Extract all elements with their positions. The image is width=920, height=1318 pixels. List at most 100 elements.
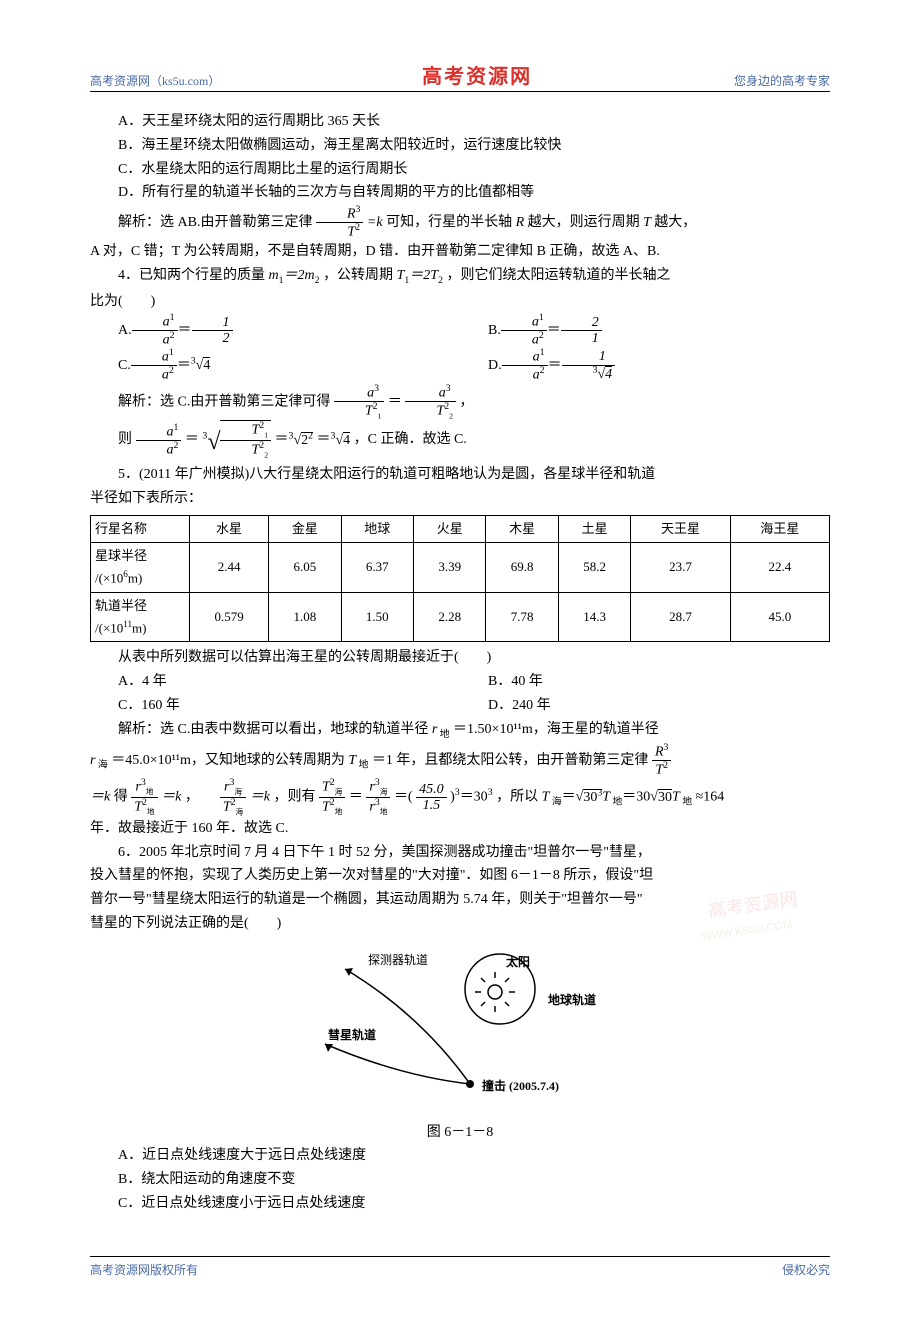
q4-stem3: ，则它们绕太阳运转轨道的半长轴之 xyxy=(446,268,670,283)
q4-stem1: 4．已知两个行星的质量 xyxy=(118,268,265,283)
q5-ans-b: ＝1.50×10¹¹m，海王星的轨道半径 xyxy=(453,722,659,737)
q5-r1-c2: 6.37 xyxy=(341,543,413,593)
label-sun: 太阳 xyxy=(506,954,530,969)
q5-r1-c3: 3.39 xyxy=(414,543,486,593)
q3-option-b: B．海王星环绕太阳做椭圆运动，海王星离太阳较近时，运行速度比较快 xyxy=(90,134,830,158)
q5-options-row1: A．4 年 B．40 年 xyxy=(90,670,830,694)
q6-option-c: C．近日点处线速度小于远日点处线速度 xyxy=(90,1192,830,1216)
q4-answer-line2: 则 a1a2 ＝ 3√T21T22 ＝3√22 ＝3√4 ，C 正确．故选 C. xyxy=(90,420,830,463)
q4-option-a: A.a1a2＝12 xyxy=(90,313,460,348)
q5-answer-line3: ＝k 得 r3地T2地 ＝k ， r3海T2海 ＝k ，则有 T2海T2地 ＝ … xyxy=(90,778,830,817)
q5-ans-f: ， xyxy=(185,790,199,805)
q5-th-7: 天王星 xyxy=(631,516,730,543)
q5-table-row-orbit: 轨道半径/(×1011m) 0.579 1.08 1.50 2.28 7.78 … xyxy=(91,592,830,642)
q5-r2-label: 轨道半径/(×1011m) xyxy=(91,592,190,642)
q5-ans-i: ≈164 xyxy=(696,790,725,805)
q5-r2-c3: 2.28 xyxy=(414,592,486,642)
q5-stem1: 5．(2011 年广州模拟)八大行星绕太阳运行的轨道可粗略地认为是圆，各星球半径… xyxy=(90,463,830,487)
q4-option-d: D.a1a2＝13√4 xyxy=(460,348,830,383)
header-right: 您身边的高考专家 xyxy=(734,72,830,89)
q4-answer-line1: 解析：选 C.由开普勒第三定律可得 a3T21 ＝ a3T22 ， xyxy=(90,384,830,421)
q6-figure: 探测器轨道 太阳 地球轨道 彗星轨道 撞击 (2005.7.4) xyxy=(290,944,630,1113)
q4-optA-prefix: A. xyxy=(118,323,132,338)
q5-r2-c4: 7.78 xyxy=(486,592,558,642)
q4-ans2: ， xyxy=(459,394,473,409)
q3-option-a: A．天王星环绕太阳的运行周期比 365 天长 xyxy=(90,110,830,134)
q4-optB-prefix: B. xyxy=(488,323,501,338)
q5-option-b: B．40 年 xyxy=(460,670,830,694)
q5-answer-line4: 年．故最接近于 160 年．故选 C. xyxy=(90,817,830,841)
label-comet: 彗星轨道 xyxy=(328,1027,376,1042)
q5-th-0: 行星名称 xyxy=(91,516,190,543)
q3-ans-tail: 越大，则运行周期 xyxy=(528,215,640,230)
q5-answer-line2: r 海 ＝45.0×10¹¹m，又知地球的公转周期为 T 地 ＝1 年，且都绕太… xyxy=(90,743,830,778)
q5-th-1: 水星 xyxy=(190,516,269,543)
label-earth: 地球轨道 xyxy=(548,992,596,1007)
q5-ans-h: ，所以 xyxy=(496,790,538,805)
q6-option-a: A．近日点处线速度大于远日点处线速度 xyxy=(90,1144,830,1168)
q4-option-c: C.a1a2＝3√4 xyxy=(90,348,460,383)
q4-options-row1: A.a1a2＝12 B.a1a2＝21 xyxy=(90,313,830,348)
q4-ans-line2b: ，C 正确．故选 C. xyxy=(354,433,467,448)
q6-stem3: 普尔一号"彗星绕太阳运行的轨道是一个椭圆，其运动周期为 5.74 年，则关于"坦… xyxy=(90,888,830,912)
q5-r2-c6: 28.7 xyxy=(631,592,730,642)
q4-optD-prefix: D. xyxy=(488,358,502,373)
q5-th-2: 金星 xyxy=(269,516,341,543)
q6-figure-caption: 图 6－1－8 xyxy=(90,1121,830,1145)
q5-table-header-row: 行星名称 水星 金星 地球 火星 木星 土星 天王星 海王星 xyxy=(91,516,830,543)
q6-stem4: 彗星的下列说法正确的是( ) xyxy=(90,912,830,936)
frac-R3T2: R3T2 xyxy=(316,205,363,240)
q3-ans-intro: 解析：选 AB.由开普勒第三定律 xyxy=(118,215,312,230)
q5-r1-label: 星球半径/(×106m) xyxy=(91,543,190,593)
q5-ans-c: ＝45.0×10¹¹m，又知地球的公转周期为 xyxy=(111,753,345,768)
q3-option-c: C．水星绕太阳的运行周期比土星的运行周期长 xyxy=(90,158,830,182)
q5-option-a: A．4 年 xyxy=(90,670,460,694)
footer-right: 侵权必究 xyxy=(782,1261,830,1278)
q4-optC-prefix: C. xyxy=(118,358,131,373)
q6-option-b: B．绕太阳运动的角速度不变 xyxy=(90,1168,830,1192)
q6-figure-svg: 探测器轨道 太阳 地球轨道 彗星轨道 撞击 (2005.7.4) xyxy=(290,944,630,1104)
q5-r1-c6: 23.7 xyxy=(631,543,730,593)
q5-th-6: 土星 xyxy=(558,516,630,543)
q5-after-table: 从表中所列数据可以估算出海王星的公转周期最接近于( ) xyxy=(90,646,830,670)
q3-option-d: D．所有行星的轨道半长轴的三次方与自转周期的平方的比值都相等 xyxy=(90,181,830,205)
header-logo-text: 高考资源网 xyxy=(422,60,532,89)
q5-option-c: C．160 年 xyxy=(90,694,460,718)
q4-stem-tail: 比为( ) xyxy=(90,290,830,314)
q4-stem2: ，公转周期 xyxy=(323,268,393,283)
q4-option-b: B.a1a2＝21 xyxy=(460,313,830,348)
q5-r2-c1: 1.08 xyxy=(269,592,341,642)
q5-r2-c5: 14.3 xyxy=(558,592,630,642)
q5-stem-tail: 半径如下表所示： xyxy=(90,487,830,511)
page-header: 高考资源网（ks5u.com） 高考资源网 您身边的高考专家 xyxy=(90,60,830,92)
q5-ans-g: ，则有 xyxy=(273,790,315,805)
q4-stem: 4．已知两个行星的质量 m1＝2m2 ，公转周期 T1＝2T2 ，则它们绕太阳运… xyxy=(90,264,830,289)
q3-ans-tail2: 越大， xyxy=(654,215,696,230)
header-left: 高考资源网（ks5u.com） xyxy=(90,72,220,89)
q5-ans-e: 得 xyxy=(114,790,128,805)
q5-r2-c0: 0.579 xyxy=(190,592,269,642)
label-impact: 撞击 (2005.7.4) xyxy=(482,1078,559,1093)
q5-r1-c1: 6.05 xyxy=(269,543,341,593)
q6-stem2: 投入彗星的怀抱，实现了人类历史上第一次对彗星的"大对撞"．如图 6－1－8 所示… xyxy=(90,864,830,888)
q5-options-row2: C．160 年 D．240 年 xyxy=(90,694,830,718)
q3-ans-mid: 可知，行星的半长轴 xyxy=(386,215,512,230)
q5-r2-c2: 1.50 xyxy=(341,592,413,642)
q5-answer-line1: 解析：选 C.由表中数据可以看出，地球的轨道半径 r 地 ＝1.50×10¹¹m… xyxy=(90,718,830,743)
q4-options-row2: C.a1a2＝3√4 D.a1a2＝13√4 xyxy=(90,348,830,383)
q4-ans1: 解析：选 C.由开普勒第三定律可得 xyxy=(118,394,330,409)
q5-option-d: D．240 年 xyxy=(460,694,830,718)
page-footer: 高考资源网版权所有 侵权必究 xyxy=(90,1256,830,1278)
footer-left: 高考资源网版权所有 xyxy=(90,1261,198,1278)
label-probe: 探测器轨道 xyxy=(368,953,428,967)
q5-r2-c7: 45.0 xyxy=(730,592,829,642)
q5-th-5: 木星 xyxy=(486,516,558,543)
q5-th-3: 地球 xyxy=(341,516,413,543)
q5-ans-a: 解析：选 C.由表中数据可以看出，地球的轨道半径 xyxy=(118,722,428,737)
q6-stem1: 6．2005 年北京时间 7 月 4 日下午 1 时 52 分，美国探测器成功撞… xyxy=(90,841,830,865)
q5-table-row-radius: 星球半径/(×106m) 2.44 6.05 6.37 3.39 69.8 58… xyxy=(91,543,830,593)
q3-answer-line1: 解析：选 AB.由开普勒第三定律 R3T2 =k 可知，行星的半长轴 R 越大，… xyxy=(90,205,830,240)
q5-r1-c5: 58.2 xyxy=(558,543,630,593)
q5-r1-c4: 69.8 xyxy=(486,543,558,593)
q3-answer-line2: A 对，C 错；T 为公转周期，不是自转周期，D 错．由开普勒第二定律知 B 正… xyxy=(90,240,830,264)
